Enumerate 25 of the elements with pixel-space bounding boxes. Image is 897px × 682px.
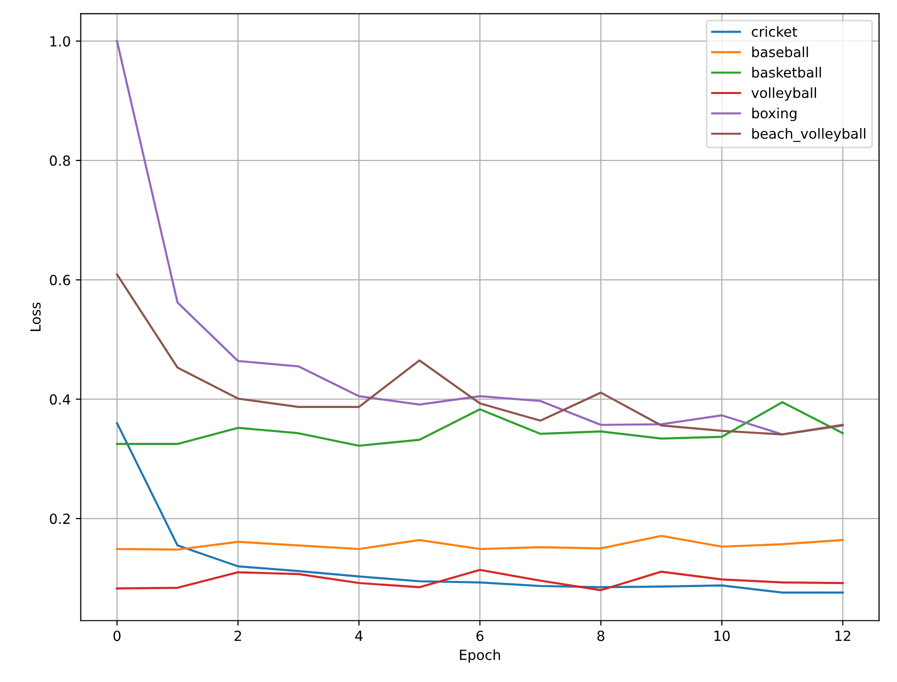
x-tick-label: 6 — [476, 630, 484, 642]
legend-label: basketball — [752, 66, 821, 78]
y-tick-label: 1.0 — [50, 36, 70, 47]
line-series — [116, 534, 844, 551]
x-tick-label: 4 — [355, 630, 363, 641]
y-tick-label: 0.4 — [50, 394, 70, 405]
x-tick-label: 0 — [114, 630, 121, 642]
legend-label: beach_volleyball — [752, 128, 866, 142]
x-tick-label: 2 — [234, 630, 242, 641]
legend-label: cricket — [752, 26, 798, 37]
x-tick-label: 8 — [597, 630, 604, 642]
y-tick-label: 0.2 — [50, 514, 70, 524]
x-tick-label: 10 — [714, 630, 730, 642]
y-tick-label: 0.8 — [50, 155, 70, 166]
legend-label: baseball — [752, 46, 808, 58]
x-tick-label: 12 — [835, 630, 850, 641]
x-axis-title: Epoch — [460, 649, 500, 663]
legend-label: boxing — [752, 108, 796, 122]
line-series — [116, 422, 844, 594]
legend-label: volleyball — [751, 87, 816, 101]
line-series — [116, 273, 844, 436]
y-axis-title: Loss — [30, 302, 41, 331]
y-tick-label: 0.6 — [50, 274, 70, 286]
line-series — [116, 401, 844, 447]
line-series — [116, 568, 844, 592]
